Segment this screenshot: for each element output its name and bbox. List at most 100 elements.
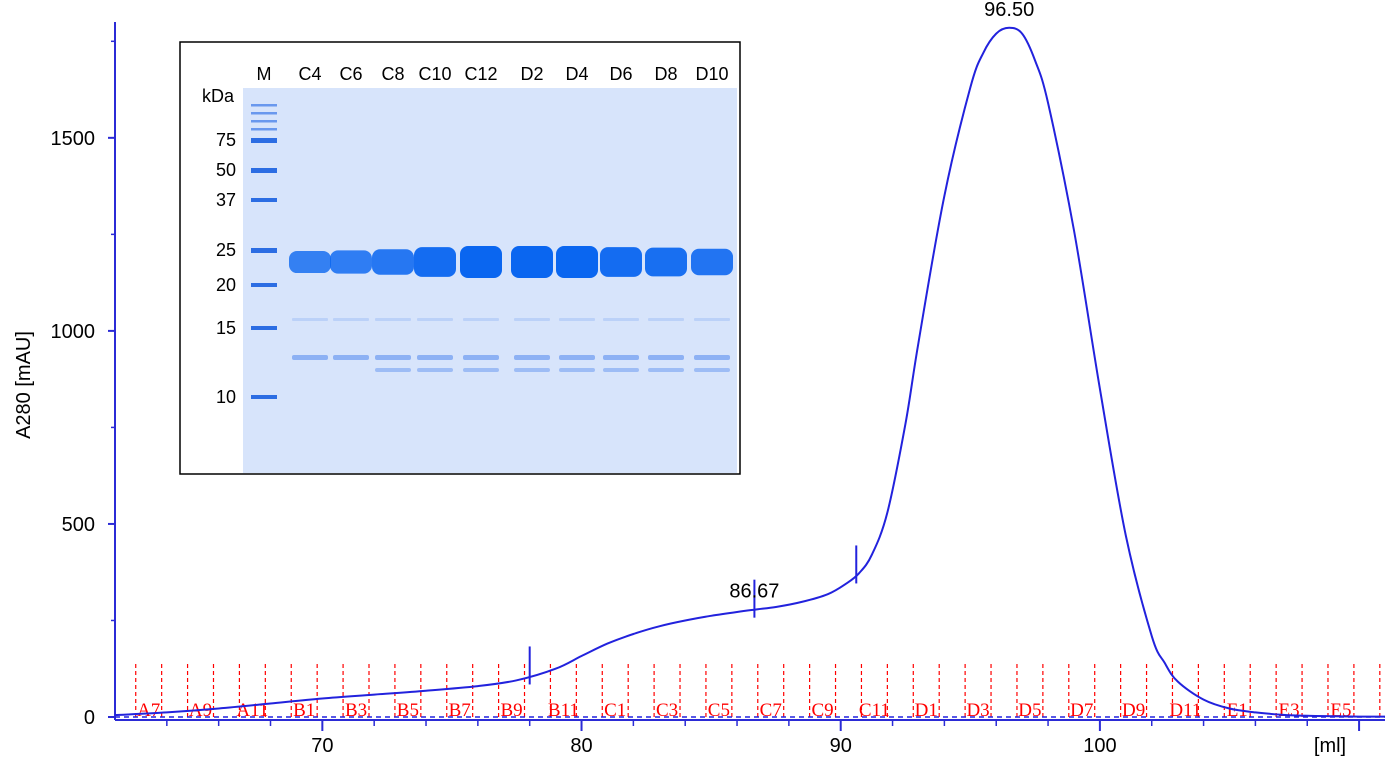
gel-faint-band: [559, 318, 595, 321]
a280-trace: [114, 26, 1386, 718]
gel-main-band: [372, 249, 414, 275]
gel-main-band: [600, 247, 642, 277]
gel-minor-band: [417, 368, 453, 372]
fraction-label: D11: [1169, 700, 1201, 721]
gel-main-band: [556, 246, 598, 278]
peak-label: 96.50: [984, 0, 1034, 21]
fraction-label: C9: [811, 700, 833, 721]
gel-minor-band: [333, 355, 369, 360]
gel-main-band: [645, 247, 687, 277]
gel-minor-band: [559, 355, 595, 360]
fraction-label: D7: [1070, 700, 1093, 721]
gel-faint-band: [292, 318, 328, 321]
y-tick-label: 0: [84, 707, 95, 729]
gel-minor-band: [694, 368, 730, 372]
gel-minor-band: [559, 368, 595, 372]
x-axis-ticks: 70 80 90 100: [166, 720, 1361, 757]
gel-ladder-label: 10: [216, 387, 236, 407]
peak-label: 86.67: [729, 581, 779, 603]
fraction-label: A7: [137, 700, 160, 721]
fraction-label: B1: [293, 700, 315, 721]
gel-main-band: [691, 248, 733, 276]
gel-ladder-label: 50: [216, 160, 236, 180]
gel-lane-label: D4: [565, 64, 588, 84]
gel-ladder-band: [251, 168, 277, 173]
fraction-label: A11: [236, 700, 268, 721]
gel-minor-band: [514, 368, 550, 372]
gel-minor-band: [375, 368, 411, 372]
gel-ladder-band: [251, 120, 277, 123]
gel-main-band: [289, 250, 331, 274]
gel-marker-lane-label: M: [257, 64, 272, 84]
y-tick-label: 1000: [51, 321, 96, 343]
gel-faint-band: [375, 318, 411, 321]
gel-ladder-band: [251, 104, 277, 107]
gel-main-band: [511, 246, 553, 278]
gel-main-band: [414, 247, 456, 277]
gel-ladder-label: 75: [216, 130, 236, 150]
y-axis-title: A280 [mAU]: [13, 331, 35, 439]
fraction-label: D1: [915, 700, 938, 721]
fraction-label: B7: [449, 700, 471, 721]
peak-markers: [528, 545, 858, 685]
gel-inset: M kDa 75 50 37 25 20 15 10 C4 C6 C8 C10 C12 D2 D4 D6 D…: [179, 41, 741, 475]
y-axis-ticks: 0 500 1000 1500: [51, 40, 115, 729]
gel-lane-label: C10: [418, 64, 451, 84]
gel-faint-band: [333, 318, 369, 321]
gel-ladder-band: [251, 198, 277, 202]
fraction-label: E5: [1330, 700, 1351, 721]
fraction-label: E3: [1279, 700, 1300, 721]
gel-ladder-band: [251, 128, 277, 131]
gel-ladder-band: [251, 112, 277, 115]
gel-minor-band: [603, 355, 639, 360]
gel-lane-label: D6: [609, 64, 632, 84]
gel-minor-band: [694, 355, 730, 360]
gel-ladder-band: [251, 395, 277, 399]
gel-ladder-band: [251, 326, 277, 330]
x-axis-unit: [ml]: [1314, 735, 1346, 757]
gel-kda-label: kDa: [202, 86, 235, 106]
x-tick-label: 80: [570, 735, 592, 757]
gel-minor-band: [375, 355, 411, 360]
fraction-label: D9: [1122, 700, 1145, 721]
gel-faint-band: [648, 318, 684, 321]
gel-faint-band: [603, 318, 639, 321]
gel-lane-label: D2: [520, 64, 543, 84]
gel-ladder-label: 15: [216, 318, 236, 338]
gel-lane-label: D8: [654, 64, 677, 84]
fraction-label: D3: [966, 700, 989, 721]
gel-lane-label: C6: [339, 64, 362, 84]
gel-lane-label: D10: [695, 64, 728, 84]
gel-faint-band: [417, 318, 453, 321]
gel-main-band: [460, 246, 502, 278]
gel-faint-band: [463, 318, 499, 321]
fraction-label: D5: [1018, 700, 1041, 721]
gel-ladder-label: 37: [216, 190, 236, 210]
fraction-label: B5: [397, 700, 419, 721]
fraction-label: B3: [345, 700, 367, 721]
x-tick-label: 90: [830, 735, 852, 757]
gel-minor-band: [292, 355, 328, 360]
gel-minor-band: [603, 368, 639, 372]
fraction-label: B11: [548, 700, 579, 721]
gel-ladder-label: 25: [216, 240, 236, 260]
fraction-label: B9: [500, 700, 522, 721]
fraction-markers: A7 A9 A11 B1 B3 B5 B7 B9 B11 C1 C3 C5 C7 C9 C11 D1 D3 D5 D…: [135, 664, 1381, 721]
gel-faint-band: [694, 318, 730, 321]
gel-lanes: C4 C6 C8 C10 C12 D2 D4 D6 D8 D10: [289, 64, 733, 372]
fraction-label: C11: [859, 700, 890, 721]
gel-faint-band: [514, 318, 550, 321]
gel-minor-band: [463, 368, 499, 372]
gel-minor-band: [648, 355, 684, 360]
gel-lane-label: C12: [464, 64, 497, 84]
fraction-label: C5: [708, 700, 730, 721]
gel-minor-band: [417, 355, 453, 360]
fraction-label: C3: [656, 700, 678, 721]
gel-minor-band: [648, 368, 684, 372]
gel-minor-band: [463, 355, 499, 360]
gel-minor-band: [514, 355, 550, 360]
gel-lane-label: C4: [298, 64, 321, 84]
fraction-label: C1: [604, 700, 626, 721]
gel-lane-label: C8: [381, 64, 404, 84]
